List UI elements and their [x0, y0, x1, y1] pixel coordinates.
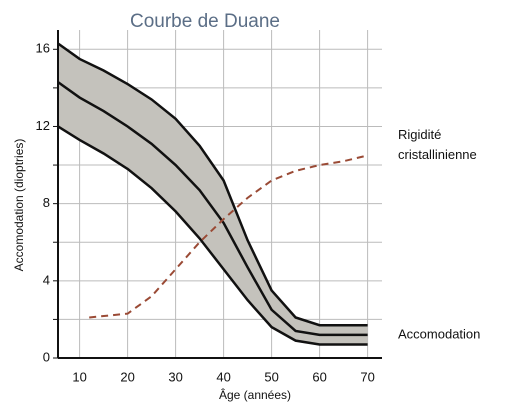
x-tick-label: 20 [120, 369, 134, 384]
series-line [57, 81, 368, 337]
y-tick-label: 16 [36, 41, 50, 56]
series-line [57, 125, 368, 346]
annotation: Accomodation [398, 326, 480, 341]
series-line [89, 154, 368, 319]
y-tick-label: 4 [43, 272, 50, 287]
annotation: Rigidité [398, 127, 441, 142]
series-line [57, 42, 368, 327]
x-tick-label: 70 [360, 369, 374, 384]
band-fill [58, 43, 368, 345]
x-axis-label: Âge (années) [219, 387, 291, 402]
y-tick-label: 8 [43, 195, 50, 210]
y-tick-label: 0 [43, 349, 50, 364]
y-tick-label: 12 [36, 118, 50, 133]
x-tick-label: 50 [264, 369, 278, 384]
annotation: cristallinienne [398, 147, 477, 162]
y-axis-label: Accomodation (dioptries) [12, 139, 26, 272]
chart-title: Courbe de Duane [130, 11, 280, 32]
x-tick-label: 10 [72, 369, 86, 384]
x-tick-label: 30 [168, 369, 182, 384]
x-tick-label: 40 [216, 369, 230, 384]
x-tick-label: 60 [312, 369, 326, 384]
